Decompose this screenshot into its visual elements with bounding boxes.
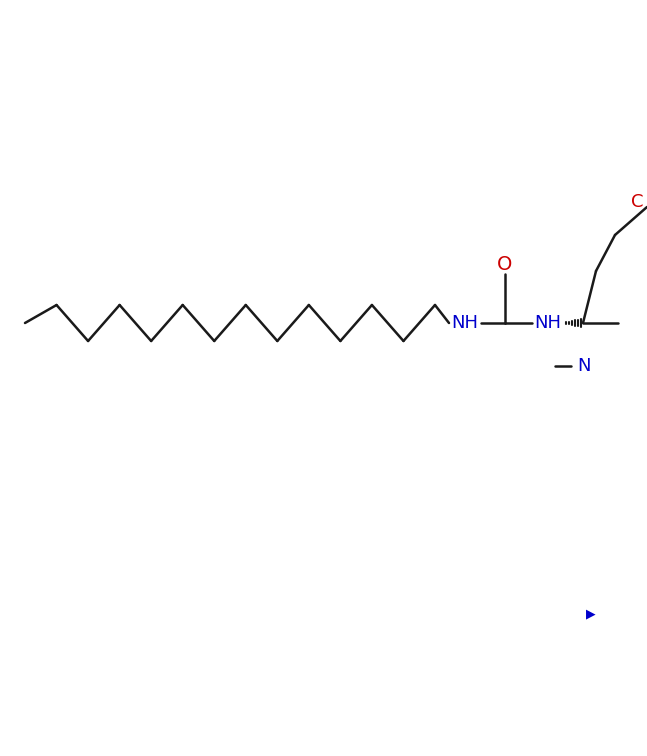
Text: N: N	[577, 357, 591, 375]
Text: O: O	[498, 255, 512, 274]
Text: ▶: ▶	[586, 608, 596, 621]
Text: NH: NH	[452, 314, 479, 332]
Text: NH: NH	[534, 314, 562, 332]
Text: C: C	[630, 193, 643, 211]
